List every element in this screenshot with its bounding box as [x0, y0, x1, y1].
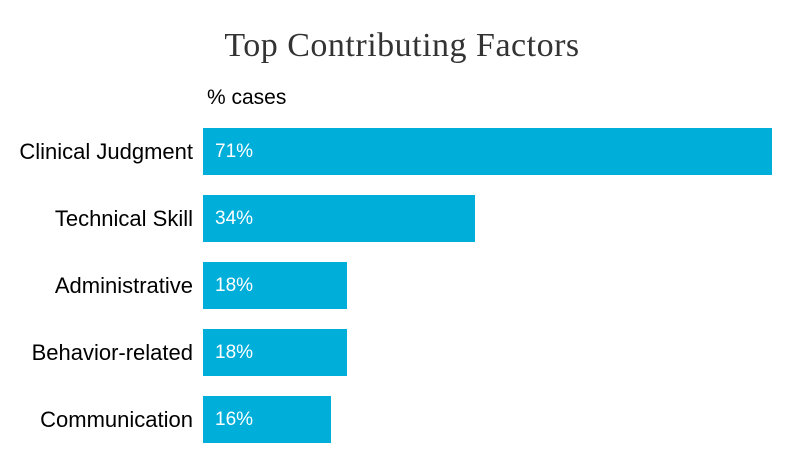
category-label: Behavior-related: [31, 340, 193, 365]
category-label: Communication: [40, 407, 193, 432]
bar-track: 18%: [203, 262, 772, 309]
bar: 71%: [203, 128, 772, 175]
chart-row: Technical Skill 34%: [0, 195, 804, 242]
bar-value-label: 71%: [215, 140, 254, 162]
chart-title: Top Contributing Factors: [224, 27, 580, 64]
bar-value-label: 18%: [215, 341, 254, 363]
bar-track: 16%: [203, 396, 772, 443]
bar-value-label: 16%: [215, 408, 254, 430]
bar-value-label: 34%: [215, 207, 254, 229]
bar-track: 71%: [203, 128, 772, 175]
chart-row: Clinical Judgment 71%: [0, 128, 804, 175]
chart-rows: Clinical Judgment 71% Technical Skill 34% Ad…: [0, 128, 804, 463]
bar-track: 18%: [203, 329, 772, 376]
bar: 18%: [203, 329, 348, 376]
x-axis-label: % cases: [207, 86, 287, 109]
chart-row: Communication 16%: [0, 396, 804, 443]
bar: 18%: [203, 262, 348, 309]
chart-row: Behavior-related 18%: [0, 329, 804, 376]
category-label: Administrative: [54, 273, 193, 298]
bar: 34%: [203, 195, 476, 242]
bar-track: 34%: [203, 195, 772, 242]
category-label: Technical Skill: [54, 206, 193, 231]
bar: 16%: [203, 396, 332, 443]
category-label: Clinical Judgment: [19, 139, 193, 164]
bar-value-label: 18%: [215, 274, 254, 296]
chart-row: Administrative 18%: [0, 262, 804, 309]
